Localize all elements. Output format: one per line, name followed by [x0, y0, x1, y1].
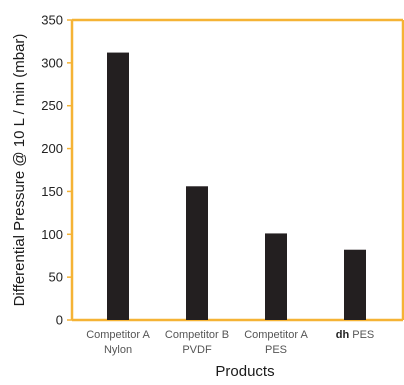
x-axis-title: Products — [215, 363, 274, 380]
y-tick-label: 350 — [41, 13, 63, 28]
bar — [107, 52, 129, 320]
bar — [344, 249, 366, 320]
x-tick-label-line2: Nylon — [104, 344, 132, 356]
y-tick-label: 200 — [41, 141, 63, 156]
x-tick-label: Competitor A — [86, 329, 150, 341]
x-tick-label: Competitor B — [165, 329, 229, 341]
x-tick-label: dh PES — [336, 329, 375, 341]
y-axis-title: Differential Pressure @ 10 L / min (mbar… — [11, 34, 28, 307]
x-tick-label-line2: PES — [265, 344, 287, 356]
y-tick-label: 250 — [41, 98, 63, 113]
bar — [265, 233, 287, 320]
bar — [186, 186, 208, 320]
x-tick-label: Competitor A — [244, 329, 308, 341]
y-tick-label: 300 — [41, 55, 63, 70]
y-tick-label: 50 — [49, 270, 63, 285]
y-tick-label: 100 — [41, 227, 63, 242]
y-tick-label: 0 — [56, 313, 63, 328]
y-tick-label: 150 — [41, 184, 63, 199]
x-tick-label-line2: PVDF — [182, 344, 212, 356]
